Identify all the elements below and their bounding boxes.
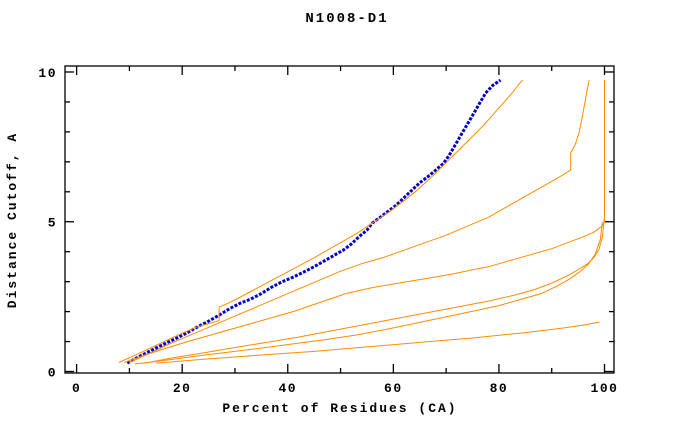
series-orange-curve-6-low (155, 321, 600, 364)
x-tick-label: 20 (173, 381, 192, 396)
x-tick-label: 0 (72, 381, 81, 396)
plot-frame (64, 65, 615, 374)
plot-tick-layer: 0 20 40 60 80 100 0 5 10 (38, 66, 619, 396)
plot-frame-layer (64, 65, 615, 374)
y-tick-label: 0 (48, 366, 57, 381)
x-tick-label: 40 (278, 381, 297, 396)
y-axis-label: Distance Cutoff, A (5, 132, 20, 308)
x-axis-label: Percent of Residues (CA) (222, 401, 457, 416)
chart-title: N1008-D1 (305, 11, 388, 27)
y-tick-label: 10 (38, 66, 57, 81)
series-orange-curve-4 (145, 215, 605, 364)
series-orange-curve-5 (134, 221, 603, 365)
x-tick-label: 100 (591, 381, 619, 396)
series-blue-reference-curve (126, 78, 502, 365)
x-tick-label: 60 (384, 381, 403, 396)
series-orange-curve-2 (129, 79, 590, 363)
series-orange-curve-1-step (118, 79, 524, 363)
y-tick-label: 5 (48, 216, 57, 231)
x-tick-label: 80 (490, 381, 509, 396)
series-orange-curve-3-vertical-100 (123, 80, 605, 363)
plot-series-layer (118, 78, 605, 365)
